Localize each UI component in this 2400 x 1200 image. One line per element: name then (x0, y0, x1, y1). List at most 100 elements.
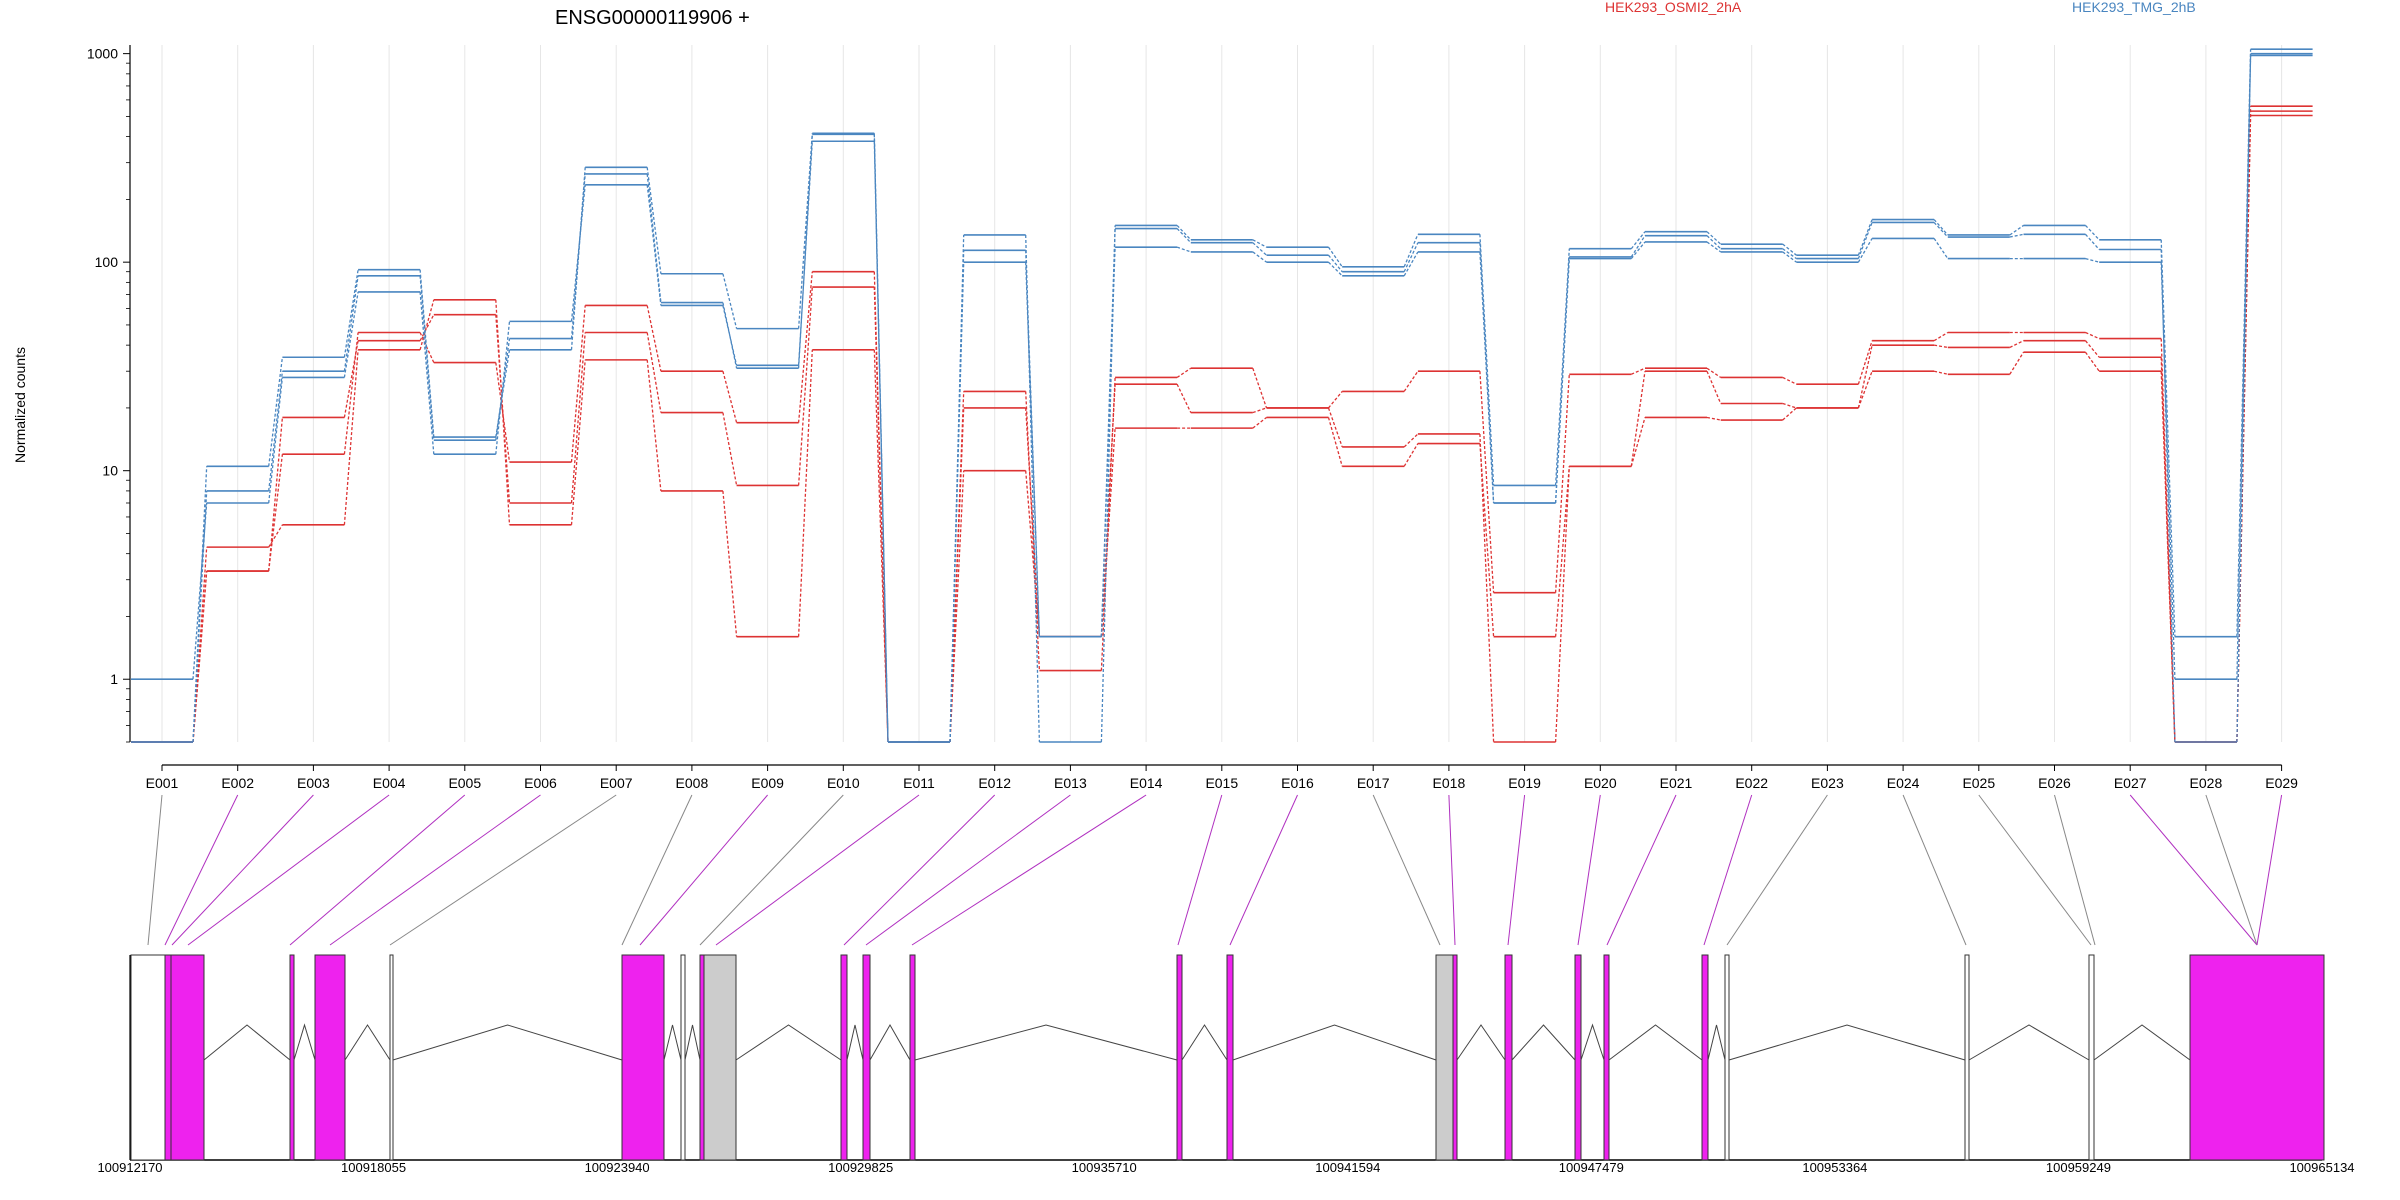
bin-connector (639, 794, 768, 946)
legend-entry-osmi2: HEK293_OSMI2_2hA (1605, 0, 1742, 15)
intron-line (663, 1024, 682, 1061)
x-tick-label: E006 (524, 775, 557, 791)
data-connector (646, 173, 662, 303)
data-connector (1630, 417, 1646, 467)
x-tick-label: E009 (751, 775, 784, 791)
intron-line (344, 1024, 391, 1061)
data-connector (343, 349, 359, 525)
data-connector (1782, 248, 1797, 260)
data-connector (1857, 238, 1873, 263)
data-connector (1631, 367, 1646, 375)
data-connector (1176, 383, 1192, 413)
intron-line (846, 1024, 864, 1061)
data-connector (1933, 344, 1948, 349)
bin-connector (865, 794, 1071, 946)
data-connector (268, 357, 284, 467)
x-tick-label: E004 (373, 775, 406, 791)
intron-line (1232, 1024, 1437, 1061)
data-connector (1706, 370, 1722, 404)
x-tick-label: E019 (1508, 775, 1541, 791)
data-connector (1933, 219, 1949, 236)
data-connector (1706, 241, 1722, 253)
data-connector (343, 275, 359, 372)
data-connector (873, 349, 889, 743)
data-connector (949, 234, 965, 743)
data-connector (797, 133, 813, 329)
data-connector (1857, 370, 1873, 409)
intron-line (1511, 1024, 1576, 1061)
exon-box (1504, 954, 1513, 1161)
exon-box (1176, 954, 1183, 1161)
bin-connector (1606, 794, 1677, 946)
data-connector (2236, 55, 2252, 680)
bin-connector (715, 794, 920, 946)
gene-coordinate-label: 100959249 (2046, 1160, 2111, 1175)
data-connector (192, 571, 208, 743)
data-connector (722, 371, 738, 423)
exon-box (703, 954, 737, 1161)
intron-line (684, 1024, 701, 1061)
data-connector (419, 332, 435, 363)
data-connector (2160, 357, 2176, 743)
data-connector (646, 332, 662, 413)
data-connector (495, 299, 511, 525)
data-connector (1403, 234, 1419, 268)
bin-connector (2256, 794, 2283, 946)
data-connector (1479, 234, 1495, 486)
y-tick-label: 1000 (87, 46, 118, 62)
exon-box (389, 954, 394, 1161)
y-axis-label: Normalized counts (12, 347, 28, 463)
intron-line (2093, 1024, 2191, 1061)
x-tick-label: E015 (1205, 775, 1238, 791)
data-connector (1782, 251, 1797, 263)
bin-connector (911, 794, 1147, 946)
data-connector (1706, 235, 1722, 250)
intron-line (1181, 1024, 1228, 1061)
exon-box (621, 954, 665, 1161)
gene-coordinate-label: 100923940 (585, 1160, 650, 1175)
bin-connector (1177, 794, 1223, 946)
data-connector (192, 502, 208, 680)
data-connector (646, 167, 662, 274)
exon-box (1452, 954, 1458, 1161)
data-connector (722, 302, 738, 369)
exon-box (1574, 954, 1582, 1161)
data-connector (419, 275, 435, 441)
data-connector (1403, 443, 1419, 467)
data-connector (722, 412, 738, 486)
data-connector (192, 547, 208, 743)
bin-connector (1577, 794, 1601, 946)
intron-line (293, 1023, 316, 1061)
bin-connector (1726, 794, 1828, 946)
data-connector (268, 377, 284, 504)
data-connector (722, 273, 738, 329)
data-connector (1933, 331, 1949, 342)
data-connector (1782, 243, 1797, 256)
data-connector (1100, 225, 1116, 743)
exon-box (1435, 954, 1454, 1161)
series-lines (131, 48, 2313, 743)
x-tick-label: E018 (1433, 775, 1466, 791)
x-tick-label: E011 (903, 775, 935, 791)
data-connector (797, 286, 813, 486)
exon-box (840, 954, 848, 1161)
bin-connector (621, 794, 693, 946)
x-tick-label: E025 (1962, 775, 1995, 791)
data-connector (1554, 466, 1570, 637)
data-connector (873, 286, 889, 743)
data-connector (2085, 233, 2100, 250)
data-connector (1479, 443, 1495, 637)
data-connector (1554, 248, 1570, 486)
bin-connector (2205, 794, 2258, 946)
data-connector (2085, 224, 2100, 241)
data-connector (1933, 222, 1949, 238)
data-connector (1252, 407, 1267, 414)
x-tick-label: E020 (1584, 775, 1617, 791)
data-connector (1630, 241, 1646, 260)
data-connector (2236, 49, 2252, 637)
intron-line (914, 1024, 1178, 1061)
exon-box (1724, 954, 1730, 1161)
data-connector (2009, 233, 2024, 238)
gene-coordinate-label: 100929825 (828, 1160, 893, 1175)
gene-model: 100912170 100918055 100923940 100929825 1009… (97, 954, 2355, 1175)
